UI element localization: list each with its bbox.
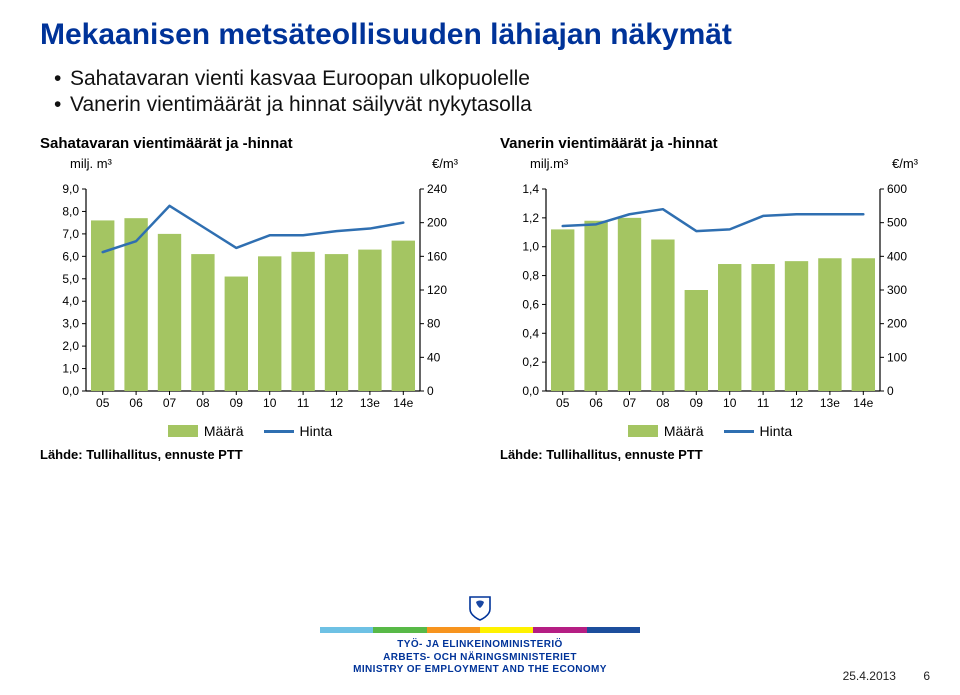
svg-text:200: 200 [887,317,907,331]
legend-line: Hinta [724,423,793,439]
bullet-item: Sahatavaran vienti kasvaa Euroopan ulkop… [54,67,920,91]
svg-text:100: 100 [887,350,907,364]
svg-text:40: 40 [427,350,441,364]
svg-text:0,8: 0,8 [522,269,539,283]
legend-line-label: Hinta [760,423,793,439]
page-title: Mekaanisen metsäteollisuuden lähiajan nä… [40,18,920,51]
svg-text:13e: 13e [820,396,840,410]
svg-text:0,6: 0,6 [522,297,539,311]
y-right-unit: €/m³ [432,156,458,171]
svg-text:9,0: 9,0 [62,182,79,196]
svg-text:10: 10 [723,396,737,410]
source-label: Lähde: Tullihallitus, ennuste PTT [40,447,460,462]
svg-text:12: 12 [330,396,344,410]
svg-text:1,0: 1,0 [62,362,79,376]
svg-text:06: 06 [589,396,603,410]
svg-text:500: 500 [887,216,907,230]
legend-line: Hinta [264,423,333,439]
ministry-name: TYÖ- JA ELINKEINOMINISTERIÖ ARBETS- OCH … [0,639,960,677]
svg-text:600: 600 [887,182,907,196]
chart-title: Sahatavaran vientimäärät ja -hinnat [40,135,460,152]
crest-icon [465,593,495,623]
legend-bar: Määrä [628,423,704,439]
svg-text:300: 300 [887,283,907,297]
bar-swatch-icon [168,425,198,437]
line-swatch-icon [724,430,754,433]
svg-text:120: 120 [427,283,447,297]
y-right-unit: €/m³ [892,156,918,171]
svg-text:0: 0 [427,384,434,398]
source-label: Lähde: Tullihallitus, ennuste PTT [500,447,920,462]
svg-text:3,0: 3,0 [62,317,79,331]
footer: TYÖ- JA ELINKEINOMINISTERIÖ ARBETS- OCH … [0,585,960,695]
footer-date: 25.4.2013 [843,669,896,683]
svg-text:11: 11 [757,396,770,410]
chart-title: Vanerin vientimäärät ja -hinnat [500,135,920,152]
line-swatch-icon [264,430,294,433]
svg-text:1,0: 1,0 [522,240,539,254]
svg-text:11: 11 [297,396,310,410]
svg-text:80: 80 [427,317,441,331]
charts-row: Sahatavaran vientimäärät ja -hinnat milj… [40,135,920,462]
svg-text:14e: 14e [393,396,413,410]
svg-text:400: 400 [887,249,907,263]
legend-line-label: Hinta [300,423,333,439]
svg-text:0,0: 0,0 [522,384,539,398]
svg-text:6,0: 6,0 [62,249,79,263]
legend: Määrä Hinta [500,423,920,439]
svg-text:07: 07 [163,396,177,410]
slide: Mekaanisen metsäteollisuuden lähiajan nä… [0,0,960,462]
svg-text:0,0: 0,0 [62,384,79,398]
svg-text:07: 07 [623,396,637,410]
chart-svg: 0,0 1,0 2,0 3,0 4,0 5,0 6,0 7,0 8,0 9,0 0 40 80 120 16… [40,171,460,421]
svg-text:1,2: 1,2 [522,211,539,225]
footer-page: 6 [923,669,930,683]
bullet-list: Sahatavaran vienti kasvaa Euroopan ulkop… [54,67,920,117]
ministry-line: MINISTRY OF EMPLOYMENT AND THE ECONOMY [0,664,960,677]
axis-units: milj.m³ €/m³ [500,156,920,171]
svg-text:240: 240 [427,182,447,196]
svg-text:06: 06 [129,396,143,410]
svg-text:10: 10 [263,396,277,410]
svg-text:14e: 14e [853,396,873,410]
svg-text:0,2: 0,2 [522,355,539,369]
svg-text:160: 160 [427,249,447,263]
chart-sahatavara: Sahatavaran vientimäärät ja -hinnat milj… [40,135,460,462]
svg-text:4,0: 4,0 [62,294,79,308]
svg-text:1,4: 1,4 [522,182,539,196]
svg-text:12: 12 [790,396,804,410]
chart-vaneri: Vanerin vientimäärät ja -hinnat milj.m³ … [500,135,920,462]
stripe-bar [320,627,640,633]
bullet-item: Vanerin vientimäärät ja hinnat säilyvät … [54,93,920,117]
chart-svg: 0,0 0,2 0,4 0,6 0,8 1,0 1,2 1,4 0 100 200 300 400 500… [500,171,920,421]
svg-text:0,4: 0,4 [522,326,539,340]
legend-bar: Määrä [168,423,244,439]
ministry-line: ARBETS- OCH NÄRINGSMINISTERIET [0,652,960,665]
svg-text:7,0: 7,0 [62,227,79,241]
svg-text:08: 08 [196,396,210,410]
svg-text:05: 05 [96,396,110,410]
svg-text:5,0: 5,0 [62,272,79,286]
ministry-line: TYÖ- JA ELINKEINOMINISTERIÖ [0,639,960,652]
svg-text:8,0: 8,0 [62,204,79,218]
y-left-unit: milj. m³ [70,156,112,171]
axis-units: milj. m³ €/m³ [40,156,460,171]
bar-swatch-icon [628,425,658,437]
legend-bar-label: Määrä [204,423,244,439]
legend: Määrä Hinta [40,423,460,439]
svg-text:200: 200 [427,216,447,230]
svg-text:09: 09 [230,396,244,410]
svg-text:09: 09 [690,396,704,410]
svg-text:05: 05 [556,396,570,410]
legend-bar-label: Määrä [664,423,704,439]
svg-text:0: 0 [887,384,894,398]
date-page: 25.4.2013 6 [843,669,930,683]
svg-text:08: 08 [656,396,670,410]
y-left-unit: milj.m³ [530,156,568,171]
svg-text:13e: 13e [360,396,380,410]
svg-text:2,0: 2,0 [62,339,79,353]
